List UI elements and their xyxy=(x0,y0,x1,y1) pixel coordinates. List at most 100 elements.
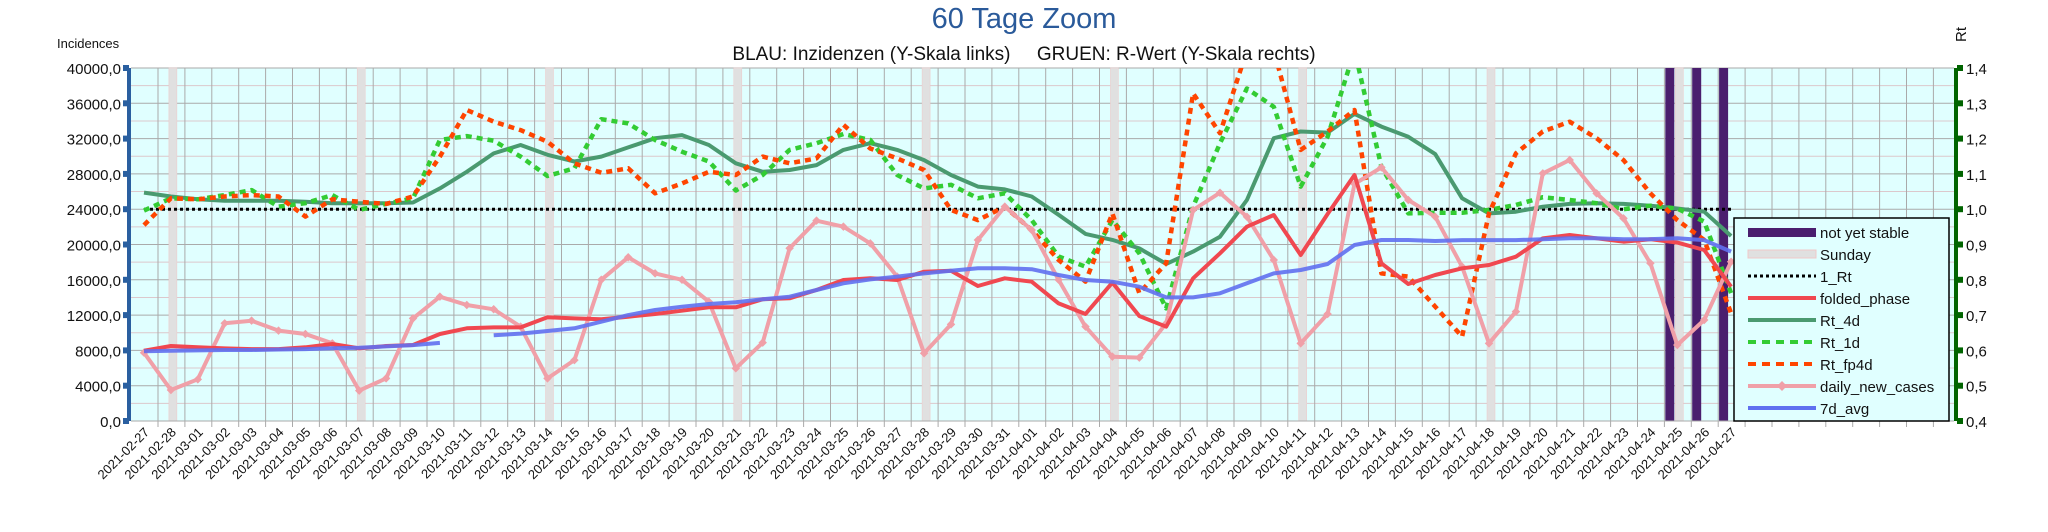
daily-new-cases-point xyxy=(462,300,472,310)
right-axis-tick xyxy=(1957,206,1963,213)
series-line-7d-avg xyxy=(143,236,1732,354)
legend: not yet stable Sunday 1_Rt folded_phase Rt_4… xyxy=(1733,217,1950,422)
left-tick-label: 40000,0 xyxy=(67,61,121,78)
right-tick-label: 0,8 xyxy=(1966,273,1987,290)
daily-new-cases-point xyxy=(193,375,203,384)
right-tick-label: 0,5 xyxy=(1966,379,1987,396)
left-axis-tick xyxy=(123,382,129,389)
chart-subtitle: BLAU: Inzidenzen (Y-Skala links) GRUEN: … xyxy=(732,44,1315,65)
daily-new-cases-point xyxy=(1135,353,1144,362)
daily-new-cases-point xyxy=(597,275,606,285)
left-axis-tick xyxy=(123,100,129,107)
daily-new-cases-point xyxy=(1081,322,1090,331)
left-tick-label: 24000,0 xyxy=(67,202,121,219)
right-axis-tick xyxy=(1957,100,1963,107)
left-axis-label: Incidences xyxy=(57,36,120,51)
left-axis-tick xyxy=(123,206,129,213)
daily-new-cases-point xyxy=(354,386,364,395)
daily-new-cases-point xyxy=(919,349,929,358)
daily-new-cases-point xyxy=(274,326,283,335)
daily-new-cases-point xyxy=(543,374,552,383)
daily-new-cases-point xyxy=(1699,315,1709,325)
sunday-band xyxy=(921,67,931,422)
left-tick-label: 28000,0 xyxy=(67,167,121,184)
daily-new-cases-point xyxy=(1108,352,1117,361)
right-tick-label: 0,6 xyxy=(1966,343,1987,360)
series-line-rt-4d xyxy=(143,111,1733,266)
left-axis-tick xyxy=(123,65,129,71)
legend-marker-icon xyxy=(1777,381,1787,391)
right-axis-tick xyxy=(1957,382,1963,389)
daily-new-cases-point xyxy=(1646,259,1655,268)
daily-new-cases-point xyxy=(381,374,391,383)
right-tick-label: 0,4 xyxy=(1966,414,1987,431)
daily-new-cases-point xyxy=(1269,255,1279,265)
legend-label: 1_Rt xyxy=(1820,269,1853,286)
daily-new-cases-point xyxy=(435,292,445,301)
right-axis-tick xyxy=(1957,312,1963,319)
legend-label: Sunday xyxy=(1820,247,1871,264)
left-axis-tick xyxy=(123,135,129,142)
right-axis-tick xyxy=(1957,418,1963,424)
right-axis-tick xyxy=(1957,347,1963,354)
right-tick-label: 0,7 xyxy=(1966,308,1987,325)
right-tick-label: 0,9 xyxy=(1966,238,1987,255)
series-line-rt-fp4d xyxy=(142,68,1734,339)
sunday-band xyxy=(1110,67,1119,422)
daily-new-cases-point xyxy=(1054,275,1063,285)
daily-new-cases-point xyxy=(758,338,767,347)
sunday-band xyxy=(1486,67,1496,422)
daily-new-cases-point xyxy=(1296,339,1305,348)
daily-new-cases-point xyxy=(1484,339,1494,348)
right-axis xyxy=(1954,68,1958,421)
legend-label: folded_phase xyxy=(1820,291,1910,308)
left-axis-tick xyxy=(123,418,129,424)
right-tick-label: 1,2 xyxy=(1966,132,1987,149)
legend-label: Rt_4d xyxy=(1820,313,1860,330)
daily-new-cases-point xyxy=(1726,257,1736,266)
left-tick-label: 12000,0 xyxy=(67,308,121,325)
daily-new-cases-point xyxy=(570,355,579,365)
legend-label: 7d_avg xyxy=(1820,401,1869,418)
series-line-daily-new-cases xyxy=(142,158,1733,393)
left-axis-tick xyxy=(123,312,129,319)
daily-new-cases-point xyxy=(1511,307,1521,316)
left-tick-label: 36000,0 xyxy=(67,96,121,113)
daily-new-cases-point xyxy=(166,385,176,395)
right-tick-label: 1,1 xyxy=(1966,167,1987,184)
daily-new-cases-point xyxy=(301,329,310,339)
sunday-band xyxy=(545,67,554,422)
daily-new-cases-point xyxy=(1673,340,1682,350)
daily-new-cases-point xyxy=(408,314,418,323)
daily-new-cases-point xyxy=(650,269,660,278)
left-axis-tick xyxy=(123,241,129,248)
legend-swatch-sunday xyxy=(1747,249,1817,259)
daily-new-cases-point xyxy=(220,319,229,328)
left-tick-label: 0,0 xyxy=(100,414,121,431)
left-tick-label: 20000,0 xyxy=(67,238,121,255)
daily-new-cases-point xyxy=(677,275,687,285)
daily-new-cases-point xyxy=(489,305,498,314)
right-tick-label: 1,4 xyxy=(1966,61,1987,78)
daily-new-cases-point xyxy=(1323,309,1332,319)
daily-new-cases-point xyxy=(946,320,956,329)
right-axis-tick xyxy=(1957,241,1963,248)
right-axis-label: Rt xyxy=(1953,26,1970,42)
sunday-band xyxy=(356,67,366,422)
not-yet-stable-bar xyxy=(1665,68,1675,421)
right-axis-tick xyxy=(1957,170,1963,177)
left-tick-label: 8000,0 xyxy=(75,343,121,360)
left-axis-tick xyxy=(123,276,129,283)
legend-label: daily_new_cases xyxy=(1820,379,1934,396)
not-yet-stable-bar xyxy=(1719,68,1729,421)
not-yet-stable-bar xyxy=(1692,68,1702,421)
sunday-band xyxy=(168,67,178,422)
legend-label: Rt_1d xyxy=(1820,335,1860,352)
daily-new-cases-point xyxy=(731,364,741,373)
right-tick-label: 1,0 xyxy=(1966,202,1987,219)
left-tick-label: 4000,0 xyxy=(75,379,121,396)
left-tick-label: 32000,0 xyxy=(67,132,121,149)
plot-area: 0,0 4000,0 8000,0 12000,0 16000,0 20000,0 2400… xyxy=(67,61,1987,482)
left-axis-tick xyxy=(123,347,129,354)
daily-new-cases-point xyxy=(247,316,256,325)
